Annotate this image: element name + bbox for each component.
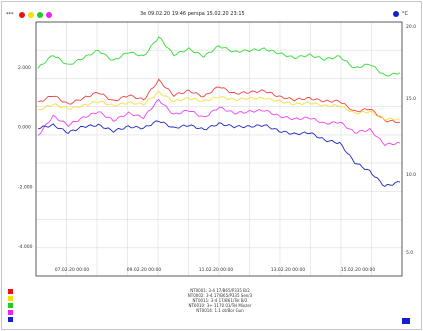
series-line bbox=[37, 98, 401, 147]
y-left-tick-label: 2.000 bbox=[18, 65, 31, 71]
magenta-dot[interactable] bbox=[45, 12, 52, 18]
x-tick-label: 13.02.20 00:00 bbox=[271, 267, 306, 273]
y-left-tick-label: 0.000 bbox=[18, 125, 31, 131]
legend-swatch-magenta bbox=[8, 310, 13, 315]
legend-swatches bbox=[8, 289, 13, 323]
legend-swatch-blue bbox=[8, 317, 13, 322]
sensor-line: NT0014: 1.1 ot/Bor Gun bbox=[196, 308, 244, 313]
series-toggle-bar: *** bbox=[6, 11, 52, 19]
y-right-tick-label: 5.0 bbox=[406, 250, 413, 256]
y-right-tick-label: 10.0 bbox=[406, 172, 416, 178]
legend-swatch-green bbox=[8, 303, 13, 308]
date-range-title: 3e 09.02.20 19:46 perspa 15.02.20 23:15 bbox=[140, 11, 245, 17]
grid bbox=[36, 22, 402, 276]
tick-labels: 2.000 0.000 -2.000 -4.000 20.0 15.0 10.0 5.0 07.… bbox=[18, 24, 416, 273]
x-tick-label: 07.02.20 00:00 bbox=[55, 267, 90, 273]
series-lines bbox=[37, 36, 401, 188]
y-left-tick-label: -2.000 bbox=[18, 184, 33, 190]
toolbar-label: *** bbox=[6, 12, 14, 18]
yellow-dot[interactable] bbox=[27, 12, 34, 18]
series-line bbox=[37, 36, 401, 77]
unit-label: °C bbox=[402, 11, 408, 17]
y-right-tick-label: 15.0 bbox=[406, 96, 416, 102]
sensor-line: NT0002: 3-4 17/B65/P335 Sen/3 bbox=[187, 293, 253, 298]
sensor-list: NT0001: 3-4 17/B65/P335 B/2 NT0002: 3-4 … bbox=[150, 288, 290, 313]
red-dot[interactable] bbox=[18, 12, 25, 18]
unit-dot[interactable] bbox=[393, 11, 399, 17]
series-line bbox=[37, 78, 401, 124]
plot-border bbox=[35, 21, 403, 277]
y-right-tick-label: 20.0 bbox=[406, 24, 416, 30]
unit-indicator: °C bbox=[393, 11, 408, 17]
resize-grip[interactable] bbox=[402, 318, 410, 324]
series-line bbox=[37, 120, 401, 188]
y-left-tick-label: -4.000 bbox=[18, 244, 33, 250]
x-tick-label: 09.02.20 00:00 bbox=[127, 267, 162, 273]
sensor-line: NT0010: 3+ 1170 01/Tel Mixzer bbox=[188, 303, 252, 308]
sensor-line: NT0011: 3-4 17/B61/Tel B/2 bbox=[192, 298, 248, 303]
sensor-line: NT0001: 3-4 17/B65/P335 B/2 bbox=[190, 288, 250, 293]
x-tick-label: 15.02.20 00:00 bbox=[341, 267, 376, 273]
legend-swatch-yellow bbox=[8, 296, 13, 301]
series-line bbox=[37, 90, 400, 121]
legend-swatch-red bbox=[8, 289, 13, 294]
x-tick-label: 11.02.20 00:00 bbox=[199, 267, 234, 273]
green-dot[interactable] bbox=[36, 12, 43, 18]
